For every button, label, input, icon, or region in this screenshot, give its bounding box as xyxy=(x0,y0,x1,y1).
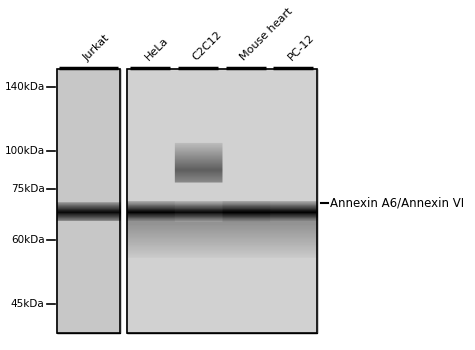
Text: Mouse heart: Mouse heart xyxy=(239,7,295,63)
FancyBboxPatch shape xyxy=(57,69,121,332)
Text: Jurkat: Jurkat xyxy=(82,33,112,63)
Text: HeLa: HeLa xyxy=(143,36,171,63)
FancyBboxPatch shape xyxy=(127,69,317,332)
Text: 75kDa: 75kDa xyxy=(11,184,45,194)
Text: C2C12: C2C12 xyxy=(191,30,224,63)
Text: PC-12: PC-12 xyxy=(286,33,316,63)
Text: 60kDa: 60kDa xyxy=(11,235,45,245)
Text: Annexin A6/Annexin VI: Annexin A6/Annexin VI xyxy=(330,197,464,210)
Text: 45kDa: 45kDa xyxy=(11,299,45,309)
Text: 140kDa: 140kDa xyxy=(4,82,45,92)
Text: 100kDa: 100kDa xyxy=(4,146,45,156)
